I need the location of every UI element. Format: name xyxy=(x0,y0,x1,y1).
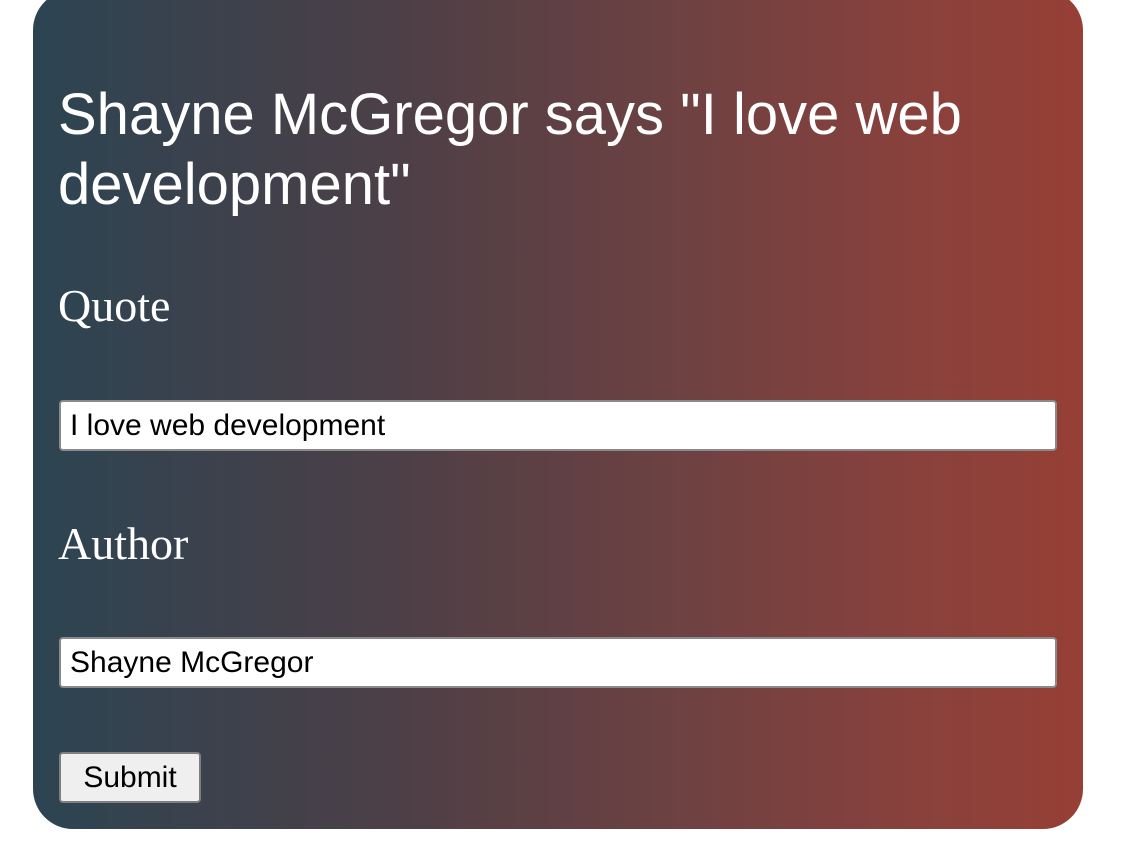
author-input[interactable] xyxy=(59,637,1057,688)
author-label: Author xyxy=(58,518,189,569)
quote-label: Quote xyxy=(58,280,171,331)
quote-headline: Shayne McGregor says "I love web develop… xyxy=(58,82,962,217)
submit-button[interactable]: Submit xyxy=(59,752,201,803)
quote-input[interactable] xyxy=(59,400,1057,451)
